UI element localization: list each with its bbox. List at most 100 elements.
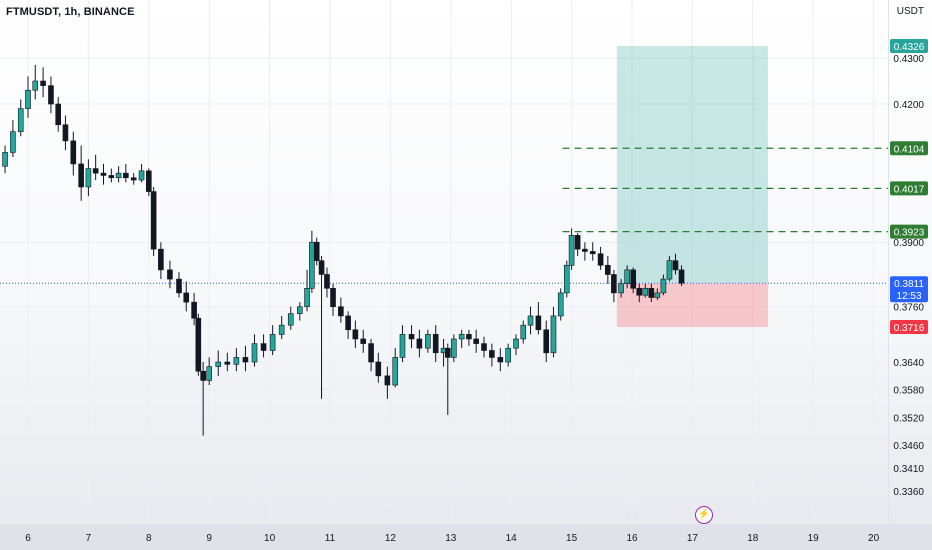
candle — [563, 260, 570, 298]
candle — [505, 343, 511, 367]
symbol-title[interactable]: FTMUSDT, 1h, BINANCE — [6, 6, 135, 18]
candle-body — [304, 288, 310, 308]
candle — [115, 166, 122, 183]
candle-body — [150, 191, 157, 250]
candle-body — [278, 324, 285, 335]
candle-body — [408, 334, 415, 340]
candle-body — [605, 264, 611, 275]
candle — [466, 329, 472, 346]
candle — [70, 131, 77, 176]
candle — [360, 329, 367, 353]
candle — [458, 329, 465, 349]
candle — [191, 292, 197, 326]
candle-body — [352, 329, 359, 340]
candle-body — [324, 274, 330, 289]
candle — [123, 163, 129, 183]
candle-body — [444, 347, 451, 358]
lightning-bolt-icon[interactable]: ⚡ — [695, 506, 713, 524]
candle — [324, 267, 330, 298]
candle — [10, 120, 16, 158]
candle — [233, 348, 240, 372]
candle-body — [618, 283, 624, 294]
candle-body — [642, 288, 649, 296]
candle-body — [338, 306, 344, 317]
candle — [527, 306, 534, 335]
candle — [497, 348, 504, 372]
candle — [597, 246, 604, 270]
candle-body — [130, 177, 137, 181]
candle-body — [481, 343, 487, 351]
candle — [146, 168, 152, 197]
candle — [605, 256, 611, 284]
currency-label[interactable]: USDT — [896, 6, 924, 17]
candle — [318, 256, 325, 399]
candle-body — [489, 350, 495, 358]
candle-body — [672, 260, 679, 271]
candle-body — [233, 357, 240, 365]
candle — [624, 265, 630, 289]
candle-body — [100, 172, 107, 176]
candle-body — [269, 334, 276, 351]
candle — [384, 366, 391, 399]
candle — [489, 343, 495, 367]
candle-body — [384, 375, 391, 386]
candle-body — [176, 278, 182, 294]
candle-body — [392, 357, 399, 386]
candle — [513, 334, 519, 356]
candle-body — [589, 251, 596, 255]
candle — [32, 64, 39, 100]
candle-body — [666, 260, 673, 280]
candle — [368, 338, 374, 372]
candle-body — [648, 288, 655, 298]
candle — [62, 115, 69, 151]
candle-body — [251, 343, 258, 363]
candle — [55, 97, 62, 132]
candle — [269, 325, 276, 356]
candle-body — [678, 269, 685, 284]
candle — [309, 230, 315, 293]
candle — [108, 168, 115, 183]
candle — [260, 334, 267, 358]
candle-body — [206, 366, 212, 381]
candle-body — [62, 124, 69, 142]
candle-body — [138, 170, 145, 181]
candle-body — [85, 168, 92, 188]
candle — [251, 334, 258, 367]
candle — [206, 357, 212, 386]
candle-body — [10, 131, 16, 153]
candle — [345, 311, 351, 339]
candle-body — [40, 80, 46, 86]
candle-body — [158, 248, 164, 271]
candle — [432, 325, 439, 363]
candle-body — [466, 334, 472, 340]
candle-body — [432, 334, 439, 354]
candle-body — [597, 253, 604, 266]
candle — [92, 154, 99, 181]
candle — [130, 173, 137, 185]
candle-body — [513, 338, 519, 349]
candle-body — [630, 269, 637, 289]
candle — [330, 283, 336, 316]
candle — [611, 269, 617, 303]
candle — [183, 281, 190, 312]
candle-body — [167, 269, 173, 280]
candle — [648, 283, 655, 303]
candle — [451, 334, 457, 363]
candle — [666, 256, 673, 282]
candle-body — [48, 85, 54, 105]
candle-body — [574, 235, 581, 250]
candle-body — [330, 288, 336, 308]
candle-body — [260, 343, 267, 351]
candle-body — [654, 292, 661, 298]
candle — [654, 288, 661, 300]
candle — [375, 352, 382, 383]
target-zone — [616, 46, 768, 284]
candle-body — [92, 168, 99, 174]
candle — [150, 186, 157, 257]
candle — [158, 242, 164, 280]
candle — [543, 320, 550, 363]
candle-body — [399, 334, 406, 358]
candle-body — [535, 315, 542, 331]
